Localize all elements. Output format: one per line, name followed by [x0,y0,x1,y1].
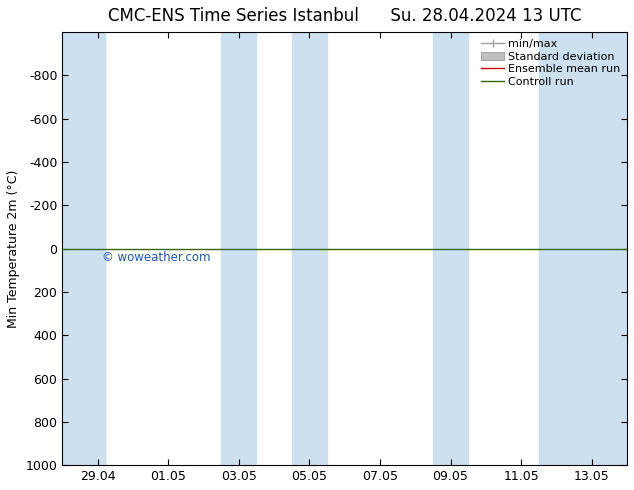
Y-axis label: Min Temperature 2m (°C): Min Temperature 2m (°C) [7,170,20,328]
Legend: min/max, Standard deviation, Ensemble mean run, Controll run: min/max, Standard deviation, Ensemble me… [477,34,625,92]
Bar [221,32,256,465]
Text: © woweather.com: © woweather.com [102,251,210,264]
Bar [539,32,627,465]
Bar [292,32,327,465]
Title: CMC-ENS Time Series Istanbul      Su. 28.04.2024 13 UTC: CMC-ENS Time Series Istanbul Su. 28.04.2… [108,7,581,25]
Bar [433,32,468,465]
Bar [62,32,105,465]
